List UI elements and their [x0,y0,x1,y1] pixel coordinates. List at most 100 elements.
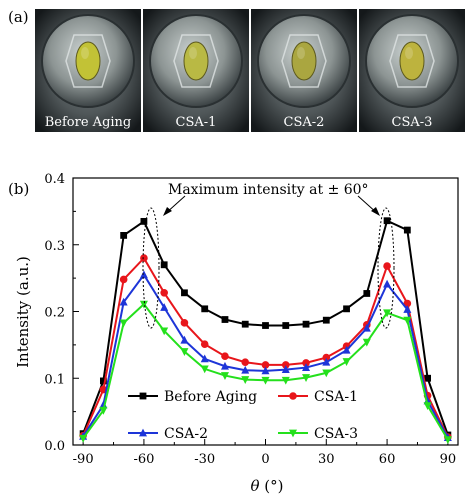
x-tick-label: 90 [440,452,457,467]
data-point [423,402,432,411]
photo-sample [75,41,101,81]
data-point [302,320,310,328]
data-point [403,226,411,234]
data-point [119,275,128,284]
photo-caption: CSA-3 [392,115,433,130]
data-point [241,365,250,374]
legend-marker [139,428,147,437]
x-tick-label: 0 [261,452,269,467]
data-point [363,290,371,297]
y-axis-title: Intensity (a.u.) [14,256,32,368]
data-point [221,352,229,361]
legend-item-4: CSA-3 [278,426,358,442]
legend-label: CSA-2 [164,426,208,442]
legend-label: CSA-1 [314,389,358,405]
x-axis: -90 -60 -30 0 30 60 90 [73,439,456,467]
data-point [362,338,371,347]
panel-b-letter: (b) [8,180,29,198]
data-point [181,289,188,297]
data-point [383,262,391,270]
data-point [322,357,331,366]
x-tick-label: -30 [194,452,215,467]
photo-glare [405,47,413,59]
data-point [180,348,189,356]
x-axis-symbol: θ [250,477,259,495]
series-line [82,256,449,438]
series-2 [79,254,452,441]
data-point [302,363,311,371]
x-tick-label: -60 [133,452,154,467]
data-point [282,322,290,329]
photo-strip: Before Aging CSA-1 CSA-2 CSA-3 [35,9,465,132]
data-point [180,335,189,344]
photo-caption: CSA-2 [284,115,325,130]
photo-holder-frame [65,34,111,88]
x-tick-label: 60 [379,452,396,467]
photo-holder-frame [281,34,327,88]
y-tick-label: 0.0 [44,439,65,454]
peak-ellipse-left [142,207,160,329]
series-1 [79,217,452,439]
data-point [362,323,371,332]
data-point [322,316,330,324]
photo-3: CSA-2 [251,9,357,132]
photo-4: CSA-3 [359,9,465,132]
series-layer [79,217,452,445]
data-point [180,319,189,327]
data-point [221,316,229,323]
data-point [200,354,209,363]
data-point [120,232,128,239]
photo-sample [291,41,317,81]
data-point [160,261,168,269]
data-point [403,305,412,313]
legend-marker [139,392,147,400]
data-point [302,359,310,367]
x-axis-title: θ (°) [250,477,283,495]
data-point [99,406,108,415]
panel-a-letter: (a) [8,8,29,26]
data-point [302,374,311,382]
photo-1: Before Aging [35,9,141,132]
data-point [281,361,290,369]
annotation-arrowhead-left [163,207,172,216]
data-point [220,361,229,370]
photo-holder-frame [389,34,435,88]
series-line [82,273,449,439]
data-point [140,217,148,225]
peak-ellipse-right [377,207,395,329]
legend-label: Before Aging [164,389,257,405]
data-point [79,434,88,443]
photo-caption: Before Aging [45,115,132,130]
legend-label: CSA-3 [314,426,358,442]
photo-2: CSA-1 [143,9,249,132]
legend-marker [289,429,297,438]
data-point [403,299,412,308]
photo-sample [183,41,209,81]
data-point [200,340,209,349]
data-point [119,319,128,328]
data-point [403,316,412,325]
photo-glare [81,47,89,59]
photo-holder-frame [173,34,219,88]
data-point [140,254,148,262]
x-tick-label: -90 [73,452,94,467]
data-point [139,270,148,279]
legend-marker [289,392,297,400]
photo-caption: CSA-1 [176,115,217,130]
data-point [443,436,452,445]
data-point [322,353,331,362]
data-point [220,372,229,380]
data-point [383,309,392,318]
photo-glare [297,47,305,59]
data-point [281,376,290,385]
legend: Before Aging CSA-1 CSA-2 CSA-3 [128,389,358,442]
data-point [343,305,350,313]
plot-frame [72,177,459,446]
annotation-arrowhead-right [371,207,380,216]
data-point [160,289,168,297]
data-point [342,345,351,354]
series-3 [79,270,452,442]
x-axis-unit: (°) [260,477,284,495]
data-point [322,369,331,378]
